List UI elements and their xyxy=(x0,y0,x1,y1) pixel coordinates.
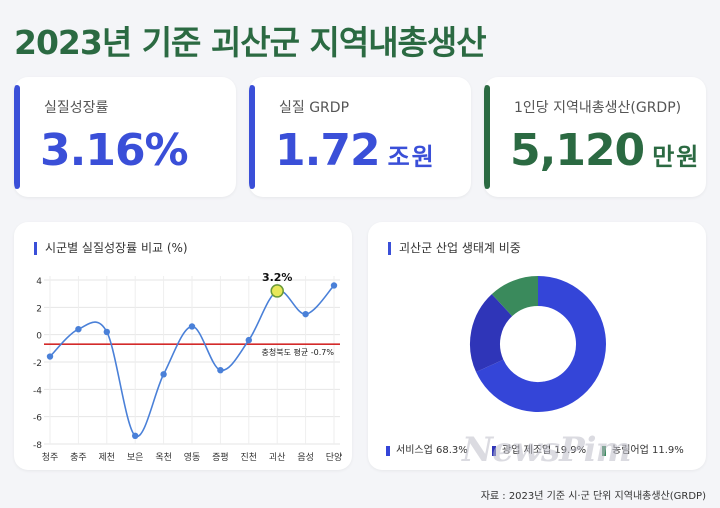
per-capita-grdp-card: 1인당 지역내총생산(GRDP) 5,120 만원 xyxy=(484,77,706,197)
legend-services: 서비스업 68.3% xyxy=(386,446,468,456)
card-accent-bar xyxy=(14,85,20,189)
y-tick-label: -8 xyxy=(33,441,42,451)
y-tick-label: -6 xyxy=(33,414,42,424)
x-tick-label: 제천 xyxy=(99,452,116,463)
y-tick-label: -2 xyxy=(33,359,42,369)
x-tick-label: 보은 xyxy=(127,452,144,463)
x-tick-label: 청주 xyxy=(42,452,59,463)
per-capita-grdp-label: 1인당 지역내총생산(GRDP) xyxy=(514,100,682,116)
x-tick-label: 진천 xyxy=(241,452,258,463)
real-grdp-value: 1.72 조원 xyxy=(275,125,436,176)
data-point xyxy=(103,328,111,336)
card-accent-bar xyxy=(249,85,255,189)
data-point xyxy=(132,432,139,439)
growth-rate-card: 실질성장률 3.16% xyxy=(14,77,236,197)
donut-slice-1 xyxy=(476,276,606,412)
data-point xyxy=(330,282,338,289)
growth-line-chart: 4 2 0 -2 -4 -6 -8청주 충주 제천 보은 옥천 영동 증평 진천 괴산 음성 단양 충청북도 평균… xyxy=(33,271,343,463)
x-tick-label: 음성 xyxy=(297,452,314,463)
card-accent-bar xyxy=(484,85,490,189)
data-point xyxy=(245,336,252,344)
industry-share-panel: 괴산군 산업 생태계 비중 서비스업 68.3% 광업 제조업 19.9% 농림… xyxy=(368,222,706,470)
x-tick-label: 단양 xyxy=(326,452,343,463)
data-point xyxy=(217,367,224,374)
y-tick-label: 2 xyxy=(36,304,42,314)
x-tick-label: 영동 xyxy=(184,452,201,463)
x-tick-label: 증평 xyxy=(212,452,229,463)
per-capita-grdp-unit: 만원 xyxy=(652,143,701,171)
growth-comparison-panel: 시군별 실질성장률 비교 (%) 4 2 0 -2 -4 -6 -8 청주 충주 제천 보은 옥천 영동… xyxy=(14,222,352,470)
y-tick-label: 0 xyxy=(36,332,42,342)
real-grdp-label: 실질 GRDP xyxy=(279,100,350,116)
donut-slice-2 xyxy=(470,294,513,373)
source-note: 자료 : 2023년 기준 시·군 단위 지역내총생산(GRDP) xyxy=(480,491,706,502)
data-point xyxy=(188,323,196,330)
per-capita-grdp-value: 5,120 만원 xyxy=(510,125,701,176)
donut-slice-3 xyxy=(491,276,539,317)
data-point xyxy=(46,353,54,360)
x-tick-label: 옥천 xyxy=(155,452,172,463)
legend-agriculture: 농림어업 11.9% xyxy=(602,446,684,456)
real-grdp-card: 실질 GRDP 1.72 조원 xyxy=(249,77,471,197)
page-title: 2023년 기준 괴산군 지역내총생산 xyxy=(14,23,487,62)
growth-rate-value: 3.16% xyxy=(40,125,189,176)
data-point xyxy=(302,310,309,318)
average-reference-label: 충청북도 평균 -0.7% xyxy=(262,347,335,357)
growth-comparison-title: 시군별 실질성장률 비교 (%) xyxy=(34,242,188,255)
x-tick-label: 충주 xyxy=(70,452,87,463)
y-tick-label: 4 xyxy=(36,277,42,287)
industry-donut-chart xyxy=(470,276,606,412)
legend-mining-manufacturing: 광업 제조업 19.9% xyxy=(492,446,586,456)
data-point xyxy=(75,326,82,333)
y-tick-label: -4 xyxy=(33,386,42,396)
industry-share-title: 괴산군 산업 생태계 비중 xyxy=(388,242,521,255)
growth-rate-label: 실질성장률 xyxy=(44,100,109,116)
highlight-point xyxy=(270,284,284,298)
x-tick-label: 괴산 xyxy=(269,452,286,463)
watermark-logo: NewsPim xyxy=(462,430,632,470)
real-grdp-unit: 조원 xyxy=(387,143,436,171)
data-point xyxy=(160,371,167,378)
highlight-value-label: 3.2% xyxy=(262,271,293,284)
